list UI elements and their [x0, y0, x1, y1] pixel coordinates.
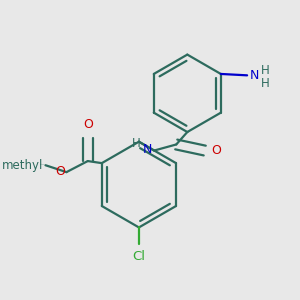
Text: N: N: [249, 69, 259, 82]
Text: Cl: Cl: [132, 250, 146, 263]
Text: H: H: [261, 76, 270, 90]
Text: H: H: [261, 64, 270, 77]
Text: O: O: [211, 144, 221, 157]
Text: methyl: methyl: [2, 159, 43, 172]
Text: H: H: [132, 136, 141, 150]
Text: O: O: [83, 118, 93, 131]
Text: N: N: [142, 143, 152, 156]
Text: O: O: [55, 165, 65, 178]
Text: methyl: methyl: [40, 164, 45, 165]
